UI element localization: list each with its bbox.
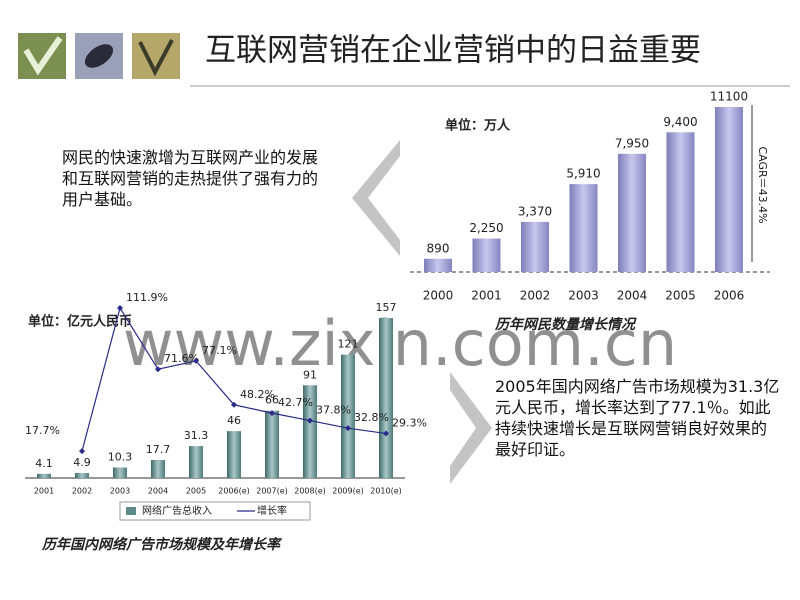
line-marker <box>155 366 161 373</box>
legend-box <box>119 501 311 521</box>
value-label: 37.8% <box>316 404 351 417</box>
value-label: 66 <box>265 394 279 407</box>
x-tick-label: 2007(e) <box>256 487 288 496</box>
bar <box>424 258 452 272</box>
line-marker <box>345 425 351 432</box>
line-marker <box>193 357 199 364</box>
bar <box>666 132 695 272</box>
x-tick-label: 2002 <box>72 487 92 496</box>
value-label: 11100 <box>710 90 748 104</box>
value-label: 46 <box>227 414 241 427</box>
value-label: 4.1 <box>35 457 53 470</box>
x-tick-label: 2004 <box>617 289 648 303</box>
value-label: 17.7 <box>146 443 171 456</box>
x-tick-label: 2002 <box>520 289 551 303</box>
legend-swatch <box>126 507 136 515</box>
line-marker <box>383 430 389 437</box>
bar <box>189 446 203 478</box>
x-tick-label: 2006 <box>714 289 745 303</box>
value-label: 77.1% <box>202 344 237 357</box>
x-tick-label: 2005 <box>186 487 206 496</box>
x-tick-label: 2006(e) <box>218 487 250 496</box>
value-label: 10.3 <box>108 451 133 464</box>
chevron <box>352 140 400 256</box>
x-tick-label: 2000 <box>423 289 454 303</box>
value-label: 157 <box>376 301 397 314</box>
legend-label: 网络广告总收入 <box>142 504 212 517</box>
text-block: 网民的快速激增为互联网产业的发展和互联网营销的走热提供了强有力的用户基础。 <box>62 148 319 209</box>
x-tick-label: 2008(e) <box>294 487 326 496</box>
value-label: 29.3% <box>392 416 427 429</box>
value-label: 31.3 <box>184 429 209 442</box>
value-label: 111.9% <box>126 291 168 304</box>
x-tick-label: 2005 <box>665 289 696 303</box>
x-tick-label: 2010(e) <box>370 487 402 496</box>
bar <box>75 473 89 478</box>
bar <box>227 431 241 478</box>
x-tick-label: 2001 <box>471 289 502 303</box>
chart-subtitle: 单位：亿元人民币 <box>28 314 132 330</box>
line-marker <box>231 401 237 408</box>
legend-label: 增长率 <box>257 504 287 517</box>
value-label: 9,400 <box>663 115 697 129</box>
value-label: 4.9 <box>73 456 91 469</box>
value-label: 3,370 <box>518 204 552 218</box>
x-tick-label: 2001 <box>34 487 54 496</box>
bar <box>265 410 279 478</box>
line-marker <box>79 448 85 455</box>
line-marker <box>307 417 313 424</box>
chart-subtitle: 单位：万人 <box>445 118 511 134</box>
chart-caption: 历年网民数量增长情况 <box>494 316 637 333</box>
bar <box>521 221 549 272</box>
value-label: 32.8% <box>354 411 389 424</box>
watermark: www.zixin.com.cn <box>123 307 677 380</box>
value-label: 48.2% <box>240 388 275 401</box>
value-label: 2,250 <box>469 221 503 235</box>
value-label: 5,910 <box>566 167 600 181</box>
bar <box>303 385 317 478</box>
value-label: 71.6% <box>164 352 199 365</box>
value-label: 91 <box>303 368 317 381</box>
bar <box>379 318 393 478</box>
x-tick-label: 2004 <box>148 487 168 496</box>
value-label: 7,950 <box>615 136 649 150</box>
bar <box>151 459 165 478</box>
chevron <box>450 372 492 484</box>
bar <box>37 473 51 478</box>
chart-caption: 历年国内网络广告市场规模及年增长率 <box>41 536 283 553</box>
annotation: CAGR＝43.4% <box>756 146 769 223</box>
logo-mark <box>138 39 174 77</box>
x-tick-label: 2003 <box>568 289 599 303</box>
value-label: 121 <box>338 338 359 351</box>
line-marker <box>269 410 275 417</box>
bar <box>715 107 743 272</box>
value-label: 42.7% <box>278 396 313 409</box>
x-tick-label: 2003 <box>110 487 130 496</box>
value-label: 17.7% <box>25 424 60 437</box>
bar <box>618 153 646 272</box>
x-tick-label: 2009(e) <box>332 487 364 496</box>
line-marker <box>117 305 123 311</box>
bar <box>569 184 598 272</box>
text-block: 2005年国内网络广告市场规模为31.3亿元人民币，增长率达到了77.1％。如此… <box>495 377 780 459</box>
value-label: 890 <box>427 241 450 255</box>
bar <box>472 238 501 272</box>
bar <box>113 467 127 478</box>
slide-title: 互联网营销在企业营销中的日益重要 <box>205 33 701 69</box>
bar <box>341 354 355 478</box>
logo-mark <box>23 36 63 76</box>
logo-mark <box>84 44 114 68</box>
